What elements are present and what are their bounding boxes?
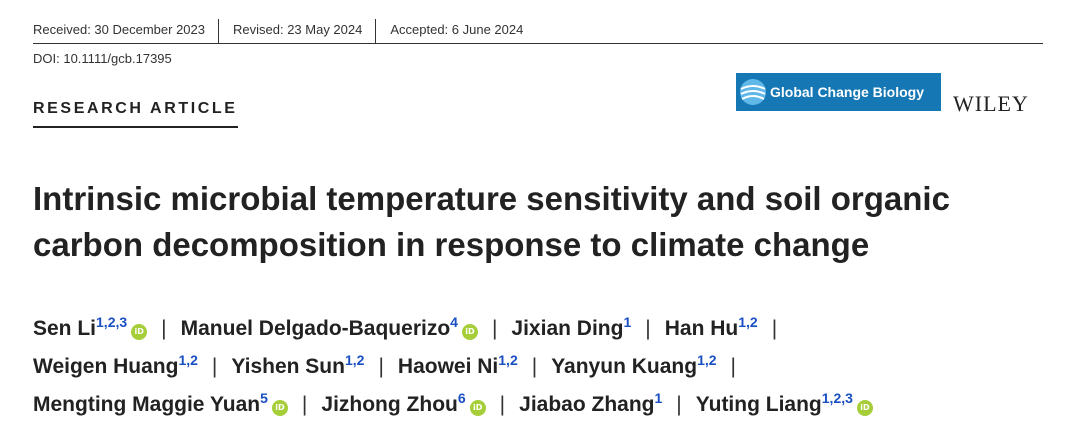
article-type-label: RESEARCH ARTICLE: [33, 100, 238, 128]
publisher-logo[interactable]: WILEY: [953, 91, 1029, 116]
author-name[interactable]: Yanyun Kuang1,2: [551, 352, 717, 378]
author-name[interactable]: Sen Li1,2,3iD: [33, 314, 148, 340]
journal-name: Global Change Biology: [770, 84, 925, 100]
author-name[interactable]: Jixian Ding1: [511, 314, 632, 340]
author-separator: |: [676, 393, 682, 416]
author-separator: |: [211, 355, 218, 378]
affiliation-marker[interactable]: 6: [457, 390, 466, 406]
globe-icon: [740, 79, 766, 105]
author-separator: |: [771, 317, 778, 340]
revised-date: Revised: 23 May 2024: [233, 19, 377, 43]
orcid-icon[interactable]: iD: [856, 400, 873, 416]
author-separator: |: [531, 355, 538, 378]
author-list: Sen Li1,2,3iD | Manuel Delgado-Baquerizo4i…: [33, 310, 1043, 424]
affiliation-marker[interactable]: 1: [623, 314, 632, 330]
publication-dates: Received: 30 December 2023 Revised: 23 M…: [33, 19, 550, 43]
journal-logo[interactable]: Global Change Biology: [736, 73, 941, 111]
author-name[interactable]: Han Hu1,2: [664, 314, 758, 340]
author-name[interactable]: Jiabao Zhang1: [519, 390, 663, 416]
author-name[interactable]: Haowei Ni1,2: [397, 352, 518, 378]
author-name[interactable]: Yuting Liang1,2,3iD: [696, 390, 873, 416]
author-separator: |: [730, 355, 736, 378]
author-name[interactable]: Manuel Delgado-Baquerizo4iD: [181, 314, 478, 340]
orcid-icon[interactable]: iD: [131, 324, 148, 340]
affiliation-marker[interactable]: 4: [450, 314, 458, 330]
author-separator: |: [301, 393, 308, 416]
affiliation-marker[interactable]: 5: [260, 390, 268, 406]
accepted-date: Accepted: 6 June 2024: [390, 22, 524, 37]
affiliation-marker[interactable]: 1,2,3: [96, 314, 128, 330]
author-separator: |: [161, 317, 167, 340]
author-separator: |: [491, 317, 498, 340]
article-title: Intrinsic microbial temperature sensitiv…: [33, 176, 1043, 268]
title-line-2: carbon decomposition in response to clim…: [33, 226, 870, 263]
affiliation-marker[interactable]: 1,2,3: [821, 390, 853, 406]
affiliation-marker[interactable]: 1,2: [178, 352, 198, 368]
author-separator: |: [645, 317, 651, 340]
affiliation-marker[interactable]: 1,2: [344, 352, 365, 368]
affiliation-marker[interactable]: 1: [654, 390, 663, 406]
header-divider: [33, 43, 1043, 44]
received-date: Received: 30 December 2023: [33, 19, 219, 43]
affiliation-marker[interactable]: 1,2: [498, 352, 518, 368]
author-name[interactable]: Weigen Huang1,2: [33, 352, 198, 378]
affiliation-marker[interactable]: 1,2: [697, 352, 717, 368]
author-name[interactable]: Jizhong Zhou6iD: [321, 390, 486, 416]
author-separator: |: [499, 393, 506, 416]
orcid-icon[interactable]: iD: [469, 400, 486, 416]
author-name[interactable]: Mengting Maggie Yuan5iD: [33, 390, 288, 416]
orcid-icon[interactable]: iD: [461, 324, 478, 340]
author-name[interactable]: Yishen Sun1,2: [231, 352, 365, 378]
affiliation-marker[interactable]: 1,2: [738, 314, 758, 330]
doi[interactable]: DOI: 10.1111/gcb.17395: [33, 51, 172, 66]
orcid-icon[interactable]: iD: [271, 400, 288, 416]
title-line-1: Intrinsic microbial temperature sensitiv…: [33, 180, 950, 217]
author-separator: |: [378, 355, 384, 378]
